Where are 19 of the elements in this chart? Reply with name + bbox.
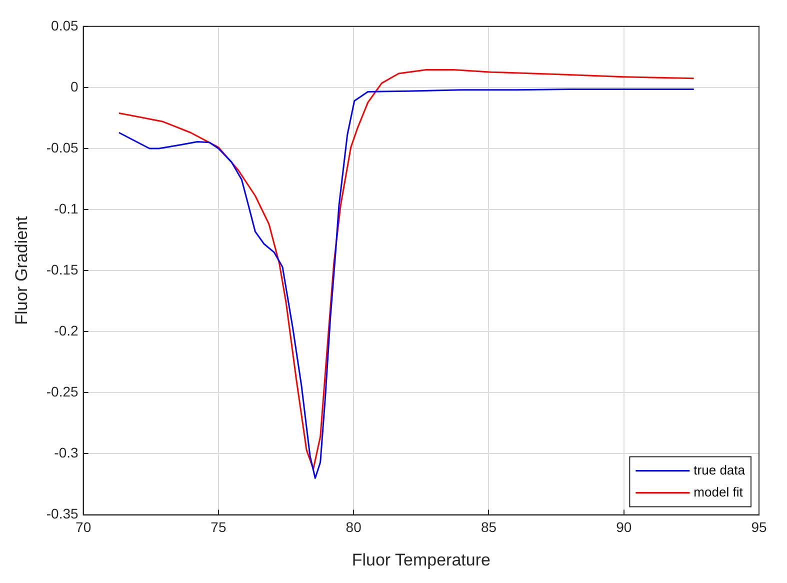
x-axis-title: Fluor Temperature: [352, 550, 490, 570]
x-tick-label: 75: [210, 519, 226, 536]
x-tick-label: 90: [616, 519, 632, 536]
y-tick-label: -0.25: [46, 384, 79, 400]
x-tick-label: 80: [346, 519, 362, 536]
y-tick-label: 0.05: [51, 17, 79, 34]
legend-label: model fit: [694, 484, 744, 500]
y-tick-label: -0.15: [46, 261, 79, 278]
y-axis-title: Fluor Gradient: [12, 216, 31, 325]
x-tick-label: 85: [480, 519, 497, 536]
x-tick-label: 95: [751, 519, 767, 536]
y-tick-label: -0.35: [46, 506, 79, 522]
legend-label: true data: [694, 462, 746, 478]
y-tick-label: 0: [70, 78, 79, 94]
x-tick-label: 70: [76, 519, 92, 536]
y-tick-label: -0.2: [54, 322, 79, 339]
y-tick-label: -0.1: [54, 200, 79, 216]
y-tick-label: -0.3: [54, 444, 79, 461]
y-tick-label: -0.05: [46, 139, 79, 156]
